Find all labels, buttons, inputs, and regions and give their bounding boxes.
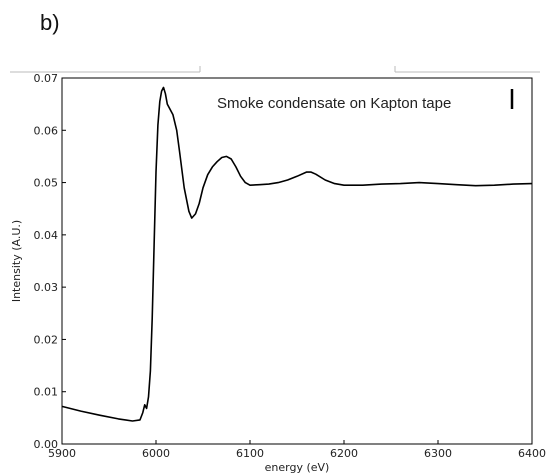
series-lines bbox=[61, 86, 533, 422]
y-tick-label: 0.00 bbox=[34, 438, 59, 451]
series-line bbox=[61, 86, 533, 422]
y-tick-label: 0.05 bbox=[34, 177, 59, 190]
x-axis: 5900 6000 6100 6200 6300 6400 bbox=[48, 440, 546, 460]
x-axis-label: energy (eV) bbox=[265, 461, 330, 474]
x-tick-label: 6200 bbox=[330, 447, 358, 460]
y-tick-label: 0.07 bbox=[34, 72, 59, 85]
panel-label: b) bbox=[40, 10, 60, 35]
y-tick-label: 0.02 bbox=[34, 333, 59, 346]
y-tick-label: 0.01 bbox=[34, 386, 59, 399]
y-axis-label: Intensity (A.U.) bbox=[10, 220, 23, 302]
y-tick-label: 0.03 bbox=[34, 281, 59, 294]
top-cropped-edge bbox=[10, 66, 540, 73]
x-tick-label: 6300 bbox=[424, 447, 452, 460]
x-tick-label: 5900 bbox=[48, 447, 76, 460]
y-tick-label: 0.06 bbox=[34, 124, 59, 137]
y-axis: 0.00 0.01 0.02 0.03 0.04 0.05 0.06 0.07 bbox=[34, 72, 66, 451]
chart-annotation: Smoke condensate on Kapton tape bbox=[217, 95, 451, 112]
x-tick-label: 6000 bbox=[142, 447, 170, 460]
x-tick-label: 6100 bbox=[236, 447, 264, 460]
y-tick-label: 0.04 bbox=[34, 229, 59, 242]
plot-frame bbox=[61, 77, 533, 445]
x-tick-label: 6400 bbox=[518, 447, 546, 460]
